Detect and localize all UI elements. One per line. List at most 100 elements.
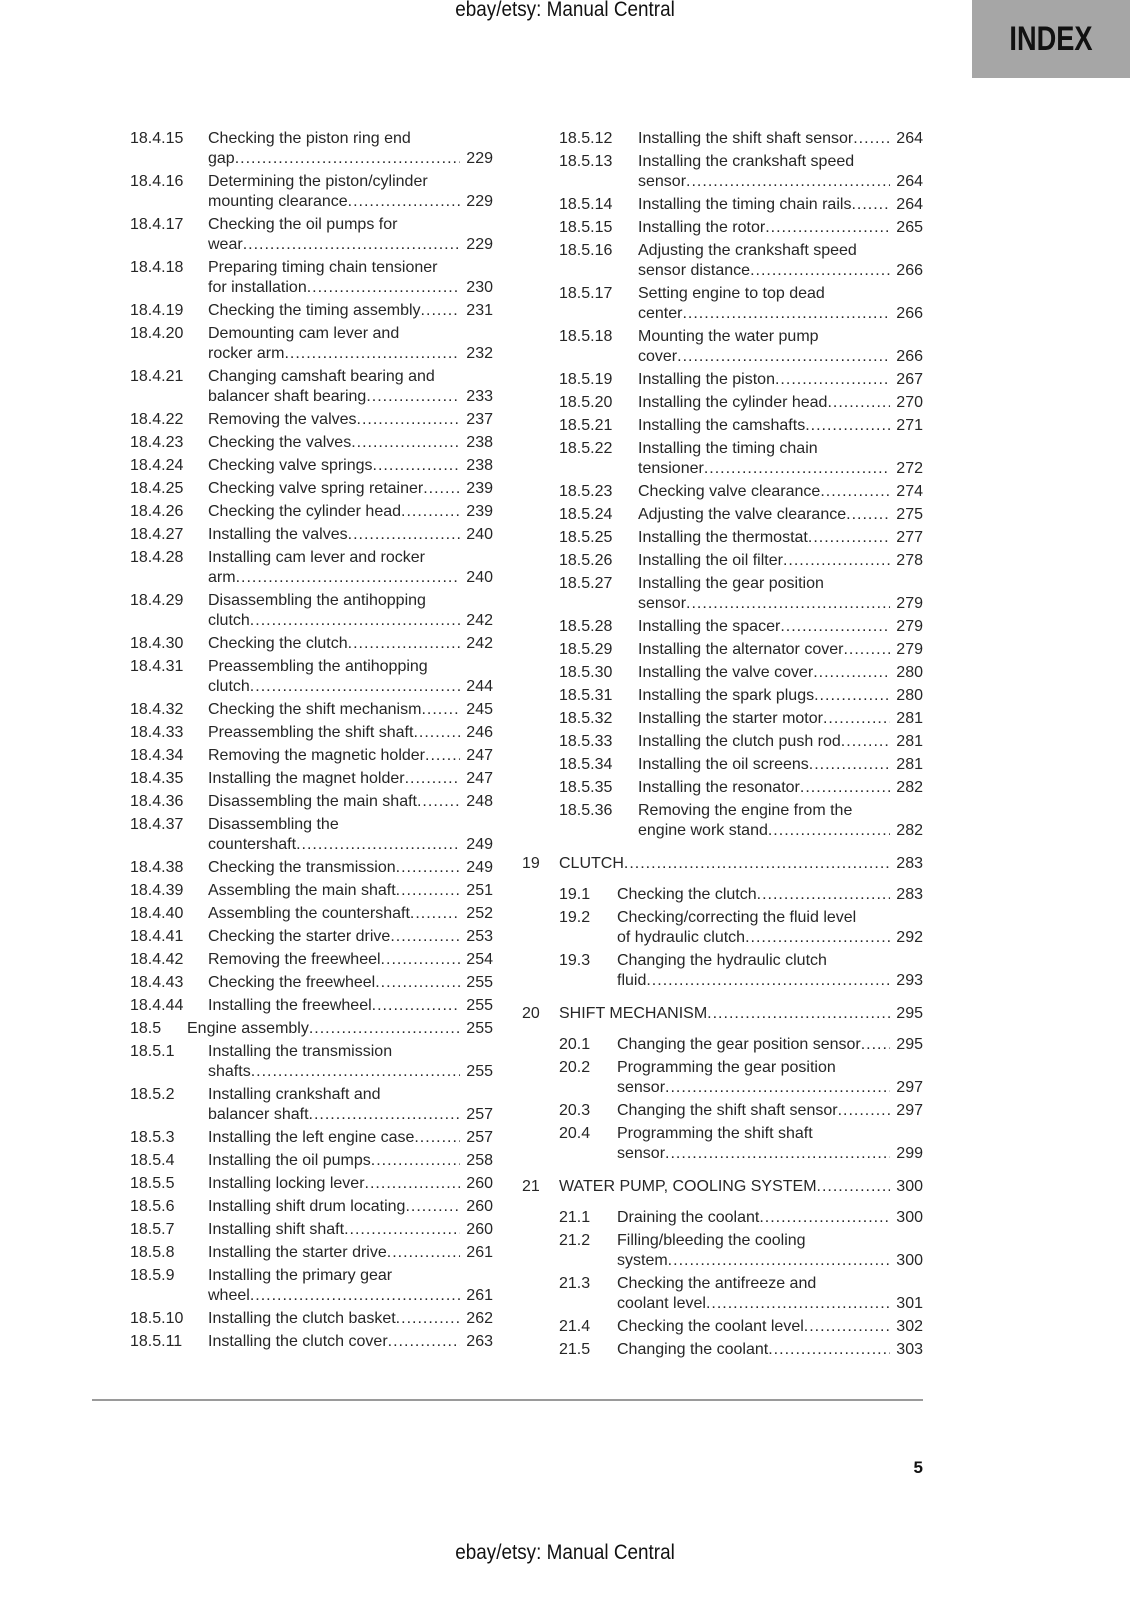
toc-entry[interactable]: 18.5.31 Installing the spark plugs.......… xyxy=(559,686,923,706)
toc-chapter-entry[interactable]: 21 WATER PUMP, COOLING SYSTEM............… xyxy=(522,1177,923,1197)
toc-entry[interactable]: 18.5 Engine assembly.....................… xyxy=(130,1019,493,1039)
toc-entry[interactable]: 18.4.27 Installing the valves............… xyxy=(130,525,493,545)
toc-entry[interactable]: 18.4.26 Checking the cylinder head.......… xyxy=(130,502,493,522)
toc-entry[interactable]: 18.4.39 Assembling the main shaft........… xyxy=(130,881,493,901)
toc-entry[interactable]: 18.5.12 Installing the shift shaft sensor… xyxy=(559,129,923,149)
toc-entry[interactable]: 18.4.31 Preassembling the antihopping clut… xyxy=(130,657,493,697)
toc-entry[interactable]: 18.4.33 Preassembling the shift shaft....… xyxy=(130,723,493,743)
section-title: Checking valve springs..................… xyxy=(208,456,493,476)
section-number: 18.5.19 xyxy=(559,371,613,388)
toc-entry[interactable]: 18.4.36 Disassembling the main shaft.....… xyxy=(130,792,493,812)
toc-entry[interactable]: 18.5.19 Installing the piston............… xyxy=(559,370,923,390)
toc-entry[interactable]: 18.4.38 Checking the transmission........… xyxy=(130,858,493,878)
toc-entry[interactable]: 18.4.28 Installing cam lever and rocker ar… xyxy=(130,548,493,588)
toc-entry[interactable]: 18.5.9 Installing the primary gear wheel..… xyxy=(130,1266,493,1306)
toc-entry[interactable]: 18.4.15 Checking the piston ring end gap..… xyxy=(130,129,493,169)
title-text: Checking the transmission xyxy=(208,859,396,876)
toc-entry[interactable]: 18.5.8 Installing the starter drive......… xyxy=(130,1243,493,1263)
toc-entry[interactable]: 18.4.22 Removing the valves..............… xyxy=(130,410,493,430)
toc-chapter-entry[interactable]: 19 CLUTCH................................… xyxy=(522,854,923,874)
toc-entry[interactable]: 18.5.2 Installing crankshaft and balancer … xyxy=(130,1085,493,1125)
toc-entry[interactable]: 18.4.32 Checking the shift mechanism.....… xyxy=(130,700,493,720)
toc-entry[interactable]: 21.1 Draining the coolant................… xyxy=(559,1208,923,1228)
toc-entry[interactable]: 21.2 Filling/bleeding the cooling system..… xyxy=(559,1231,923,1271)
title-line: balancer shaft bearing..................… xyxy=(208,387,493,407)
toc-entry[interactable]: 18.5.15 Installing the rotor.............… xyxy=(559,218,923,238)
title-text: Changing camshaft bearing and xyxy=(208,368,435,385)
toc-entry[interactable]: 18.5.11 Installing the clutch cover......… xyxy=(130,1332,493,1352)
section-number: 18.4.26 xyxy=(130,503,184,520)
toc-entry[interactable]: 18.5.5 Installing locking lever..........… xyxy=(130,1174,493,1194)
toc-entry[interactable]: 18.4.40 Assembling the countershaft......… xyxy=(130,904,493,924)
title-text: Installing the resonator xyxy=(638,779,800,796)
toc-entry[interactable]: 18.4.16 Determining the piston/cylinder mo… xyxy=(130,172,493,212)
toc-entry[interactable]: 18.5.26 Installing the oil filter........… xyxy=(559,551,923,571)
title-line: center..................................… xyxy=(638,304,923,324)
toc-entry[interactable]: 18.5.14 Installing the timing chain rails… xyxy=(559,195,923,215)
toc-entry[interactable]: 20.2 Programming the gear position sensor.… xyxy=(559,1058,923,1098)
toc-entry[interactable]: 18.5.21 Installing the camshafts.........… xyxy=(559,416,923,436)
toc-entry[interactable]: 21.3 Checking the antifreeze and coolant l… xyxy=(559,1274,923,1314)
dot-leader: ........................................… xyxy=(409,905,460,922)
toc-entry[interactable]: 18.5.23 Checking valve clearance.........… xyxy=(559,482,923,502)
toc-entry[interactable]: 18.4.25 Checking valve spring retainer...… xyxy=(130,479,493,499)
toc-entry[interactable]: 21.4 Checking the coolant level..........… xyxy=(559,1317,923,1337)
toc-entry[interactable]: 18.5.1 Installing the transmission shafts.… xyxy=(130,1042,493,1082)
toc-entry[interactable]: 18.5.32 Installing the starter motor.....… xyxy=(559,709,923,729)
toc-entry[interactable]: 18.4.18 Preparing timing chain tensioner f… xyxy=(130,258,493,298)
section-number: 18.5.15 xyxy=(559,219,613,236)
toc-entry[interactable]: 18.5.36 Removing the engine from the engin… xyxy=(559,801,923,841)
toc-entry[interactable]: 18.4.35 Installing the magnet holder.....… xyxy=(130,769,493,789)
toc-entry[interactable]: 18.4.29 Disassembling the antihopping clut… xyxy=(130,591,493,631)
title-line: Mounting the water pump xyxy=(638,327,923,347)
toc-entry[interactable]: 18.5.13 Installing the crankshaft speed se… xyxy=(559,152,923,192)
toc-entry[interactable]: 18.4.43 Checking the freewheel...........… xyxy=(130,973,493,993)
title-line: sensor distance.........................… xyxy=(638,261,923,281)
toc-entry[interactable]: 18.4.20 Demounting cam lever and rocker ar… xyxy=(130,324,493,364)
toc-entry[interactable]: 18.4.37 Disassembling the countershaft....… xyxy=(130,815,493,855)
toc-entry[interactable]: 18.4.34 Removing the magnetic holder.....… xyxy=(130,746,493,766)
toc-entry[interactable]: 20.3 Changing the shift shaft sensor.....… xyxy=(559,1101,923,1121)
toc-entry[interactable]: 18.5.10 Installing the clutch basket.....… xyxy=(130,1309,493,1329)
toc-entry[interactable]: 18.5.25 Installing the thermostat........… xyxy=(559,528,923,548)
toc-entry[interactable]: 18.5.17 Setting engine to top dead center.… xyxy=(559,284,923,324)
toc-entry[interactable]: 18.4.42 Removing the freewheel...........… xyxy=(130,950,493,970)
toc-entry[interactable]: 18.4.23 Checking the valves..............… xyxy=(130,433,493,453)
dot-leader: ........................................… xyxy=(351,434,460,451)
toc-entry[interactable]: 18.5.34 Installing the oil screens.......… xyxy=(559,755,923,775)
toc-entry[interactable]: 18.5.29 Installing the alternator cover..… xyxy=(559,640,923,660)
toc-entry[interactable]: 18.5.20 Installing the cylinder head.....… xyxy=(559,393,923,413)
toc-entry[interactable]: 18.5.22 Installing the timing chain tensio… xyxy=(559,439,923,479)
toc-entry[interactable]: 19.2 Checking/correcting the fluid level o… xyxy=(559,908,923,948)
toc-entry[interactable]: 18.5.3 Installing the left engine case...… xyxy=(130,1128,493,1148)
toc-entry[interactable]: 18.4.41 Checking the starter drive.......… xyxy=(130,927,493,947)
toc-entry[interactable]: 18.5.27 Installing the gear position senso… xyxy=(559,574,923,614)
toc-entry[interactable]: 18.5.28 Installing the spacer............… xyxy=(559,617,923,637)
toc-entry[interactable]: 18.5.4 Installing the oil pumps..........… xyxy=(130,1151,493,1171)
toc-entry[interactable]: 18.4.24 Checking valve springs...........… xyxy=(130,456,493,476)
title-line: sensor..................................… xyxy=(617,1144,923,1164)
toc-entry[interactable]: 18.5.16 Adjusting the crankshaft speed sen… xyxy=(559,241,923,281)
toc-entry[interactable]: 18.5.7 Installing shift shaft............… xyxy=(130,1220,493,1240)
toc-entry[interactable]: 18.5.6 Installing shift drum locating....… xyxy=(130,1197,493,1217)
toc-entry[interactable]: 20.4 Programming the shift shaft sensor...… xyxy=(559,1124,923,1164)
section-number: 18.5.25 xyxy=(559,529,613,546)
toc-entry[interactable]: 18.5.30 Installing the valve cover.......… xyxy=(559,663,923,683)
toc-entry[interactable]: 18.4.30 Checking the clutch..............… xyxy=(130,634,493,654)
toc-entry[interactable]: 21.5 Changing the coolant................… xyxy=(559,1340,923,1360)
page-ref: 266 xyxy=(896,348,923,365)
toc-entry[interactable]: 18.4.19 Checking the timing assembly.....… xyxy=(130,301,493,321)
toc-entry[interactable]: 18.5.33 Installing the clutch push rod...… xyxy=(559,732,923,752)
toc-entry[interactable]: 18.5.35 Installing the resonator.........… xyxy=(559,778,923,798)
title-line: Installing the timing chain xyxy=(638,439,923,459)
toc-entry[interactable]: 19.1 Checking the clutch.................… xyxy=(559,885,923,905)
toc-entry[interactable]: 20.1 Changing the gear position sensor...… xyxy=(559,1035,923,1055)
toc-entry[interactable]: 19.3 Changing the hydraulic clutch fluid..… xyxy=(559,951,923,991)
section-number: 18.4.18 xyxy=(130,259,184,276)
toc-entry[interactable]: 18.5.18 Mounting the water pump cover.....… xyxy=(559,327,923,367)
toc-entry[interactable]: 18.5.24 Adjusting the valve clearance....… xyxy=(559,505,923,525)
toc-entry[interactable]: 18.4.44 Installing the freewheel.........… xyxy=(130,996,493,1016)
toc-entry[interactable]: 18.4.17 Checking the oil pumps for wear...… xyxy=(130,215,493,255)
toc-entry[interactable]: 18.4.21 Changing camshaft bearing and bala… xyxy=(130,367,493,407)
toc-chapter-entry[interactable]: 20 SHIFT MECHANISM.......................… xyxy=(522,1004,923,1024)
